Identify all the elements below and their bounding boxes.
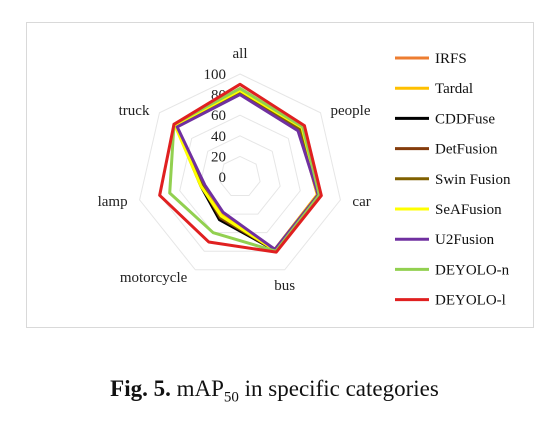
legend-label-detfusion: DetFusion [435,142,498,158]
caption-metric: mAP [176,376,224,401]
series-deyolo-l [158,82,323,254]
figure-frame [26,22,534,328]
series-deyolo-n [168,86,321,253]
grid-ring-40 [199,135,281,215]
legend-label-seafusion: SeAFusion [435,202,502,218]
tick-label-100: 100 [204,67,227,83]
tick-label-0: 0 [219,170,227,186]
grid-ring-20 [219,155,261,197]
legend: IRFS Tardal CDDFuse DetFusion Swin Fusion SeA… [395,51,511,309]
category-label-truck: truck [119,103,150,119]
series-u2fusion [175,93,320,251]
figure-caption: Fig. 5. mAP50 in specific categories [0,376,549,407]
tick-label-60: 60 [211,108,226,124]
category-label-people: people [331,103,371,119]
category-label-motorcycle: motorcycle [120,270,188,286]
caption-text: in specific categories [244,376,439,401]
category-label-lamp: lamp [98,194,128,210]
legend-label-irfs: IRFS [435,51,467,67]
tick-label-20: 20 [211,149,226,165]
caption-figure-number: Fig. 5. [110,376,171,401]
grid-ring-60 [179,114,301,234]
category-labels: all people car bus motorcycle lamp truck [98,46,371,294]
category-label-all: all [233,46,248,62]
legend-label-cddfuse: CDDFuse [435,111,495,127]
legend-label-deyolo-l: DEYOLO-l [435,293,506,309]
legend-label-tardal: Tardal [435,81,473,97]
legend-label-swin-fusion: Swin Fusion [435,172,511,188]
radar-series [158,82,323,254]
tick-label-40: 40 [211,129,226,145]
category-label-bus: bus [274,278,295,294]
legend-label-deyolo-n: DEYOLO-n [435,262,510,278]
caption-metric-subscript: 50 [223,389,239,406]
category-label-car: car [352,194,370,210]
legend-label-u2fusion: U2Fusion [435,232,495,248]
grid-ring-100 [139,73,341,271]
